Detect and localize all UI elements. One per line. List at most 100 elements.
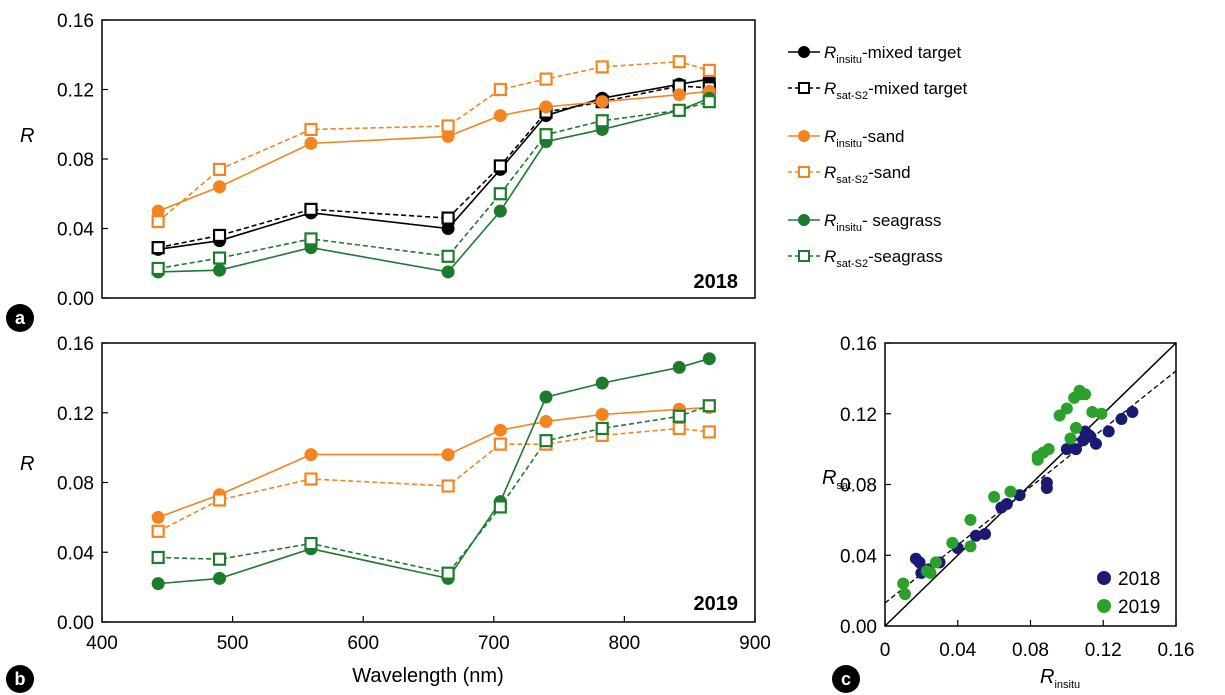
a-series-line-3 (157, 60, 710, 223)
scatter-point-2018 (1102, 425, 1115, 438)
a-ytick-label: 0.16 (57, 11, 94, 32)
a-series-3-point (151, 214, 165, 229)
a-series-4-point (493, 204, 507, 218)
a-series-3-point (672, 55, 686, 69)
legend-c: 2018 2019 (1097, 569, 1160, 618)
scatter-point-2019 (929, 556, 942, 569)
a-series-3-point (539, 72, 553, 86)
b-ytick-label: 0.04 (57, 543, 94, 564)
legend-marker (798, 214, 810, 226)
a-series-line-0 (158, 78, 710, 251)
c-xtick-label: 0.04 (939, 640, 976, 661)
legend-c-label: 2018 (1118, 569, 1160, 590)
scatter-point-2018 (979, 528, 992, 541)
a-series-5-point (151, 261, 165, 276)
a-series-line-2 (157, 90, 710, 212)
b-xtick-label: 400 (86, 633, 118, 654)
scatter-point-2019 (899, 588, 912, 601)
a-series-line-1 (158, 85, 710, 249)
b-series-line-3 (158, 405, 710, 575)
a-series-5-point (493, 187, 507, 201)
x-axis-ticks-c: 0 0.04 0.08 0.12 0.16 (880, 620, 1195, 661)
svg-text:a: a (15, 308, 26, 328)
b-ytick-label: 0.00 (57, 613, 94, 634)
scatter-point-2018 (1126, 405, 1139, 418)
scatter-point-2019 (1079, 388, 1092, 401)
a-series-3-point (212, 162, 227, 177)
legend-entry-label: Rsat-S2-sand (824, 163, 911, 186)
b-series-1-point (702, 425, 716, 439)
a-series-2-point (304, 136, 318, 150)
b-ytick-label: 0.12 (57, 404, 94, 425)
a-series-3-point (304, 122, 318, 137)
panel-b: 0.000.040.080.120.16 400 500 600 700 800 900 … (6, 334, 771, 693)
a-series-1-point (441, 211, 455, 225)
c-ytick-label: 0.04 (840, 546, 877, 567)
legend-marker (798, 82, 810, 94)
a-series-5-point (441, 249, 455, 263)
a-series-2-point (151, 204, 165, 218)
scatter-point-2018 (1060, 443, 1073, 456)
b-series-2-point (213, 571, 227, 585)
b-series-0-point (441, 448, 455, 462)
c-xtick-label: 0 (880, 640, 891, 661)
a-series-5-point (212, 251, 227, 265)
scatter-point-2019 (1060, 402, 1073, 415)
b-series-0-point (539, 414, 553, 428)
scatter-point-2018 (1040, 476, 1053, 489)
svg-text:c: c (841, 669, 851, 689)
a-series-line-5 (158, 100, 710, 270)
scatter-point-2018 (1013, 489, 1026, 502)
c-xtick-label: 0.08 (1012, 640, 1049, 661)
a-series-4-point (213, 263, 227, 277)
scatter-point-2019 (1086, 405, 1099, 418)
scatter-point-2019 (964, 540, 977, 553)
b-series-3-point (702, 399, 716, 413)
b-xtick-label: 600 (347, 633, 379, 654)
y-axis-ticks-b: 0.00 0.04 0.08 0.12 0.16 (57, 334, 108, 634)
a-series-line-4 (158, 97, 710, 273)
series-group-a (151, 55, 716, 279)
legend-c-marker (1097, 599, 1111, 613)
y-axis-ticks-c: 0.00 0.04 0.08 0.12 0.16 (840, 334, 891, 638)
a-series-0-point (441, 222, 455, 235)
b-series-3-point (539, 434, 553, 448)
a-series-5-point (702, 95, 716, 109)
scatter-point-2018 (1069, 443, 1082, 456)
scatter-point-2019 (1095, 407, 1108, 420)
b-series-2-point (595, 376, 609, 390)
b-series-3-point (212, 552, 227, 566)
a-series-5-point (539, 128, 553, 142)
b-series-3-point (151, 550, 165, 565)
panel-badge-b: b (6, 665, 34, 693)
b-series-0-point (304, 448, 318, 462)
panel-badge-a: a (6, 304, 34, 332)
c-xtick-label: 0.12 (1085, 640, 1122, 661)
a-ytick-label: 0.00 (57, 289, 94, 310)
c-xtick-label: 0.16 (1158, 640, 1195, 661)
scatter-point-2018 (969, 529, 982, 542)
panel-c: 0.00 0.04 0.08 0.12 0.16 0 0.04 0.08 0.12 0.16 2… (822, 334, 1194, 693)
panel-a: 0.00 0.04 0.08 0.12 0.16 R 2018 a (6, 11, 756, 332)
b-xtick-label: 800 (609, 633, 641, 654)
b-series-2-point (702, 352, 716, 366)
a-series-2-point (493, 109, 507, 123)
a-series-2-point (213, 180, 227, 194)
scatter-point-2019 (1042, 443, 1055, 456)
scatter-point-2019 (897, 577, 910, 590)
b-series-2-point (539, 390, 553, 404)
c-ytick-label: 0.08 (840, 476, 877, 497)
a-series-2-point (672, 88, 686, 102)
legend-marker (798, 166, 810, 178)
b-series-line-1 (157, 427, 710, 533)
a-series-3-point (493, 82, 507, 97)
b-xtick-label: 700 (478, 633, 510, 654)
a-series-2-point (595, 95, 609, 109)
b-series-1-point (212, 493, 227, 507)
scatter-points-c (897, 384, 1139, 601)
legend-marker (798, 46, 810, 58)
c-ytick-label: 0.12 (840, 405, 877, 426)
regression-fit-line (884, 370, 1177, 604)
panel-badge-c: c (832, 665, 860, 693)
x-axis-label-b: Wavelength (nm) (352, 665, 504, 687)
